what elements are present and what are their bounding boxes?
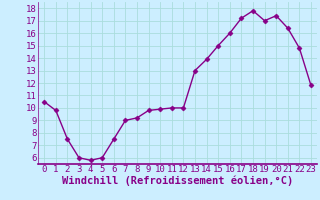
X-axis label: Windchill (Refroidissement éolien,°C): Windchill (Refroidissement éolien,°C): [62, 176, 293, 186]
